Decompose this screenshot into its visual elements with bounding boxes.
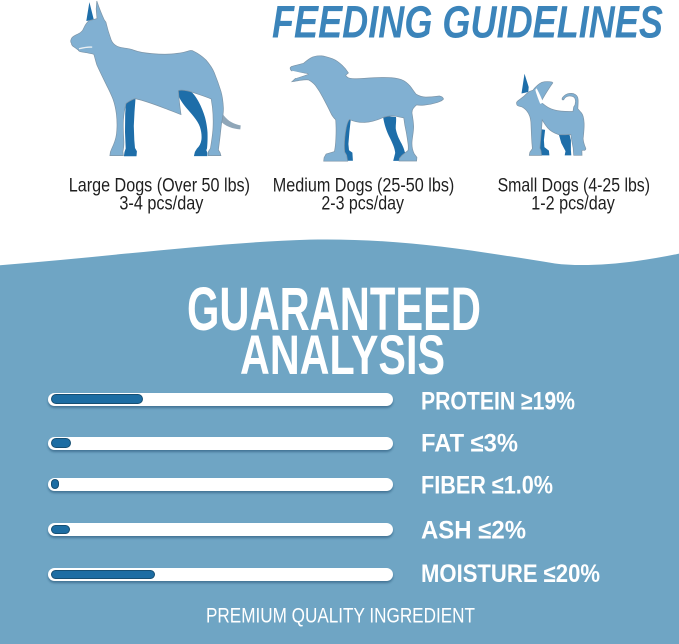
svg-text:ANALYSIS: ANALYSIS bbox=[240, 323, 445, 380]
svg-text:FIBER ≤1.0%: FIBER ≤1.0% bbox=[421, 472, 553, 500]
svg-text:PROTEIN ≥19%: PROTEIN ≥19% bbox=[421, 388, 575, 416]
svg-text:Large Dogs (Over 50 lbs): Large Dogs (Over 50 lbs) bbox=[69, 174, 250, 196]
svg-text:GUARANTEED: GUARANTEED bbox=[187, 280, 481, 343]
svg-text:2-3 pcs/day: 2-3 pcs/day bbox=[321, 192, 404, 214]
svg-text:PREMIUM QUALITY INGREDIENT: PREMIUM QUALITY INGREDIENT bbox=[206, 605, 475, 628]
svg-text:1-2 pcs/day: 1-2 pcs/day bbox=[531, 192, 615, 214]
svg-text:Medium Dogs (25-50 lbs): Medium Dogs (25-50 lbs) bbox=[273, 174, 455, 196]
svg-text:Small Dogs (4-25 lbs): Small Dogs (4-25 lbs) bbox=[498, 174, 650, 196]
svg-text:MOISTURE ≤20%: MOISTURE ≤20% bbox=[421, 560, 600, 588]
svg-text:3-4 pcs/day: 3-4 pcs/day bbox=[119, 192, 203, 214]
svg-text:FEEDING GUIDELINES: FEEDING GUIDELINES bbox=[272, 0, 663, 47]
svg-text:ASH ≤2%: ASH ≤2% bbox=[421, 517, 526, 545]
svg-text:FAT ≤3%: FAT ≤3% bbox=[421, 430, 518, 458]
